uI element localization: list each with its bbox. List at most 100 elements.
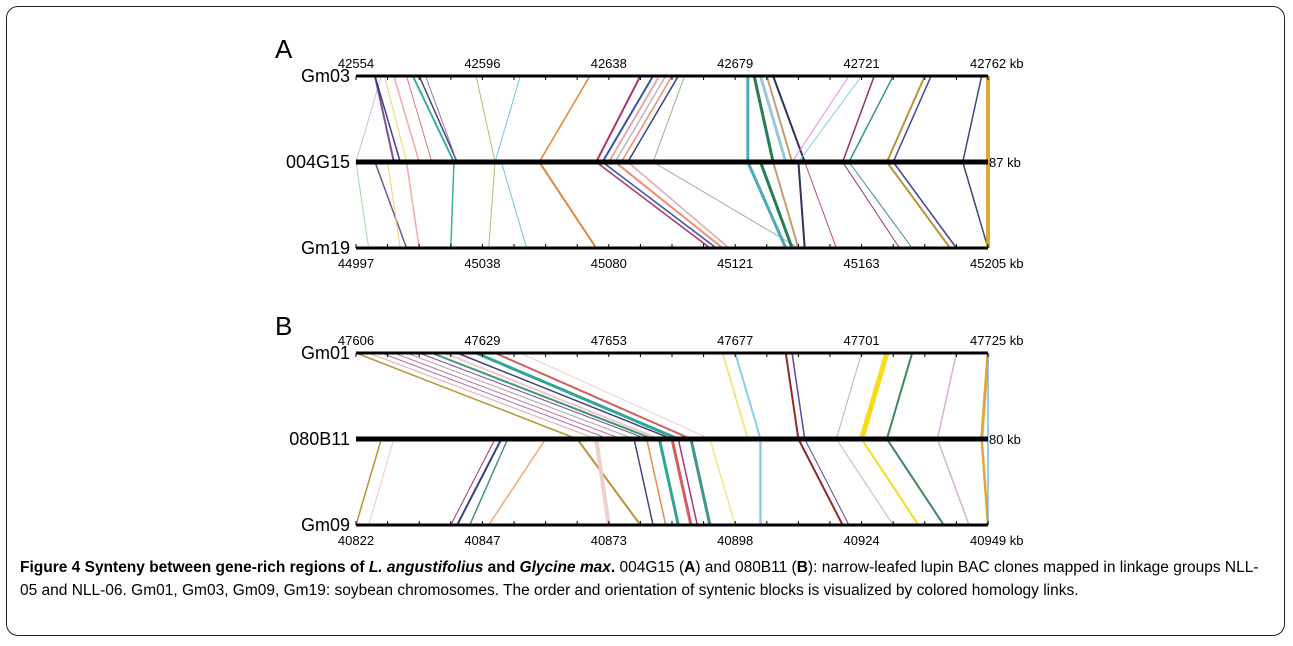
track-name-bottom: Gm19 [301,238,350,258]
tick-label-bottom: 40924 [844,533,880,548]
homology-link [444,352,660,440]
homology-link [797,75,863,163]
homology-link [538,75,591,163]
tick-label-top: 47606 [338,333,374,348]
tick-label-top: 47653 [591,333,627,348]
homology-link [494,75,521,163]
homology-link [614,161,724,249]
homology-link [355,352,578,440]
track-name-top: Gm03 [301,66,350,86]
homology-link [488,438,547,526]
caption-r1: 004G15 ( [615,559,685,576]
homology-link [746,161,788,249]
caption-title-c: . [610,559,616,576]
homology-link [885,352,914,440]
homology-link [450,161,455,249]
panel-letter: B [275,311,292,341]
homology-link [633,438,654,526]
homology-link [670,438,693,526]
tick-label-top: 47701 [844,333,880,348]
tick-label-top: 42762 kb [970,56,1024,71]
homology-link [602,161,717,249]
panel-letter: A [275,34,293,64]
caption-species1: L. angustifolius [368,559,484,576]
tick-label-bottom: 40949 kb [970,533,1024,548]
homology-link [614,75,667,163]
homology-link [627,161,730,249]
homology-link [677,438,699,526]
homology-link [627,75,679,163]
homology-link [652,75,686,163]
homology-link [885,75,926,163]
homology-link [373,75,395,163]
homology-link [431,352,654,440]
homology-link [721,352,749,440]
synteny-figure: A Gm03 004G15 Gm19 42554 42596 42638 42679 42721… [275,34,1024,548]
figure-frame [6,6,1285,636]
tick-label-top: 42554 [338,56,374,71]
homology-link [368,352,597,440]
track-name-bottom: Gm09 [301,515,350,535]
homology-link [383,75,408,163]
homology-link [355,75,382,163]
homology-link [841,75,875,163]
homology-link [804,161,837,249]
homology-link [962,161,989,249]
homology-link [772,75,806,163]
homology-link [601,75,654,163]
homology-link [652,161,799,249]
tick-label-bottom: 44997 [338,256,374,271]
homology-link [936,438,970,526]
homology-link [860,438,920,526]
homology-link [936,352,958,440]
bac-clone-length: 80 kb [989,432,1021,447]
homology-link [892,75,932,163]
track-name-mid: 080B11 [289,429,350,449]
homology-link [848,161,913,249]
homology-link [848,75,894,163]
homology-link [368,438,395,526]
homology-link [980,438,990,526]
homology-link [791,75,850,163]
tick-label-bottom: 45205 kb [970,256,1024,271]
homology-link [406,352,635,440]
homology-link [594,438,611,526]
tick-label-bottom: 40822 [338,533,374,548]
homology-link [620,75,673,163]
homology-link [772,161,800,249]
tick-label-top: 42679 [717,56,753,71]
homology-link [709,438,736,526]
homology-link [980,352,990,440]
homology-link [759,75,788,163]
homology-link [456,352,673,440]
homology-link [411,75,455,163]
homology-link [734,352,762,440]
homology-link [475,351,679,441]
homology-link [520,352,711,440]
tick-label-top: 42596 [464,56,500,71]
homology-link [425,75,458,163]
caption-r3: ): narrow-leafed lupin BAC clones mapped… [20,559,1259,599]
homology-link [859,352,890,440]
tick-label-bottom: 45080 [591,256,627,271]
homology-link [393,75,420,163]
caption-title-b: and [483,559,520,576]
homology-link [804,438,850,526]
homology-link [500,161,528,249]
tick-label-top: 42638 [591,56,627,71]
homology-link [835,438,894,526]
homology-link [393,352,622,440]
homology-link [842,161,900,249]
tick-label-bottom: 45163 [844,256,880,271]
homology-link [886,438,945,526]
homology-link [607,75,661,163]
track-name-mid: 004G15 [286,152,350,172]
homology-link [576,438,642,526]
track-name-top: Gm01 [301,343,350,363]
homology-link [797,161,806,249]
homology-link [418,75,458,163]
tick-label-bottom: 45121 [717,256,753,271]
homology-link [355,161,370,249]
caption-fig-label: Figure 4 [20,559,81,576]
caption-ra: A [684,559,696,576]
